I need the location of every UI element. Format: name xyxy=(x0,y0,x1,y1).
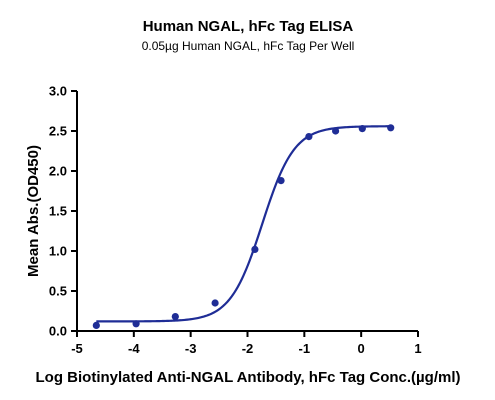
chart-subtitle: 0.05µg Human NGAL, hFc Tag Per Well xyxy=(142,39,355,53)
x-tick-label: 1 xyxy=(414,341,421,356)
y-tick-label: 1.5 xyxy=(49,204,67,219)
y-tick-label: 3.0 xyxy=(49,84,67,99)
x-tick-label: -4 xyxy=(128,341,140,356)
data-point xyxy=(171,313,179,321)
data-points xyxy=(92,124,395,329)
x-axis-title: Log Biotinylated Anti-NGAL Antibody, hFc… xyxy=(36,369,461,386)
data-point xyxy=(132,320,140,328)
chart-title: Human NGAL, hFc Tag ELISA xyxy=(143,18,354,35)
data-point xyxy=(305,133,313,141)
x-tick-label: -5 xyxy=(71,341,83,356)
x-tick-label: -1 xyxy=(299,341,311,356)
y-tick-label: 0.0 xyxy=(49,324,67,339)
data-point xyxy=(358,125,366,133)
y-tick-label: 2.0 xyxy=(49,164,67,179)
data-point xyxy=(251,245,259,253)
y-axis-title: Mean Abs.(OD450) xyxy=(25,145,42,277)
x-tick-label: -2 xyxy=(242,341,254,356)
y-tick-label: 0.5 xyxy=(49,284,67,299)
data-point xyxy=(277,177,285,185)
y-axis-ticks: 0.0 0.5 1.0 1.5 2.0 2.5 3.0 xyxy=(49,84,77,339)
data-point xyxy=(211,299,219,307)
x-tick-label: -3 xyxy=(185,341,197,356)
x-axis-ticks: -5 -4 -3 -2 -1 0 1 xyxy=(71,331,422,356)
fit-curve xyxy=(96,125,391,323)
data-point xyxy=(387,124,395,132)
y-tick-label: 2.5 xyxy=(49,124,67,139)
x-tick-label: 0 xyxy=(358,341,365,356)
data-point xyxy=(331,127,340,135)
data-point xyxy=(92,321,100,329)
y-tick-label: 1.0 xyxy=(49,244,67,259)
